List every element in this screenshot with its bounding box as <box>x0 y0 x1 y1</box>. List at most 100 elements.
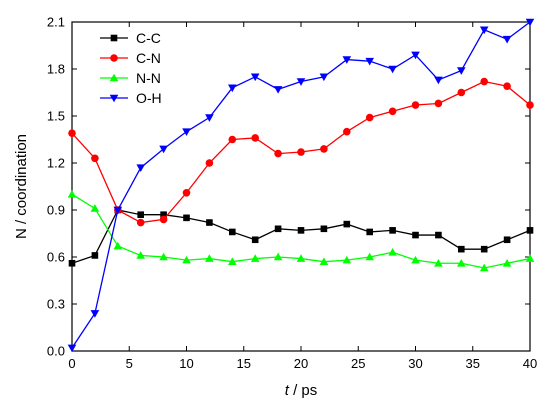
series-group <box>67 18 535 353</box>
data-point <box>250 254 260 262</box>
data-point <box>296 254 306 262</box>
data-point <box>228 135 237 144</box>
x-tick-label: 15 <box>237 356 251 371</box>
data-point <box>296 78 306 86</box>
data-point <box>411 255 420 264</box>
y-tick-label: 0.0 <box>47 344 65 359</box>
series-c-c <box>68 206 534 267</box>
legend-label: O-H <box>136 90 162 106</box>
data-point <box>67 190 77 198</box>
data-point <box>458 245 465 253</box>
data-point <box>342 56 352 64</box>
data-point <box>525 254 535 262</box>
data-point <box>136 251 145 259</box>
data-point <box>159 145 168 154</box>
data-point <box>434 258 443 267</box>
x-tick-label: 25 <box>351 356 365 371</box>
data-point <box>388 65 397 74</box>
x-tick-label: 40 <box>523 356 537 371</box>
data-point <box>228 257 237 265</box>
data-point <box>68 259 76 267</box>
data-point <box>182 188 191 197</box>
data-point <box>91 252 99 259</box>
legend-item: N-N <box>100 70 161 86</box>
series-n-n <box>67 190 535 272</box>
legend-item: C-C <box>100 30 161 46</box>
data-point <box>457 258 466 267</box>
legend-item: O-H <box>100 90 162 106</box>
data-point <box>90 310 100 318</box>
data-point <box>274 225 282 233</box>
data-point <box>160 211 167 218</box>
y-tick-label: 1.5 <box>47 109 65 124</box>
legend-label: N-N <box>136 70 161 86</box>
series-o-h <box>67 18 535 353</box>
data-point <box>457 88 466 97</box>
legend-marker <box>109 73 119 82</box>
data-point <box>205 159 214 167</box>
data-point <box>479 26 489 35</box>
y-tick-label: 1.2 <box>47 156 65 171</box>
data-point <box>526 101 534 109</box>
data-point <box>250 73 260 82</box>
data-point <box>457 67 466 75</box>
data-point <box>228 84 237 93</box>
y-tick-label: 1.8 <box>47 62 65 77</box>
x-axis-title: t / ps <box>285 382 318 399</box>
x-tick-label: 5 <box>126 356 133 371</box>
data-point <box>411 51 420 60</box>
data-point <box>297 148 305 156</box>
legend: C-C C-N N-N O-H <box>100 30 162 106</box>
y-axis-title: N / coordination <box>13 134 30 239</box>
data-point <box>434 99 443 108</box>
y-tick-label: 0.3 <box>47 297 65 312</box>
data-point <box>342 255 352 264</box>
data-point <box>159 215 168 224</box>
data-point <box>91 154 99 163</box>
data-point <box>434 76 443 85</box>
data-point <box>365 57 374 66</box>
data-point <box>502 258 512 267</box>
data-point <box>526 227 534 234</box>
data-point <box>365 252 374 261</box>
data-point <box>136 164 145 172</box>
data-point <box>159 252 168 261</box>
data-point <box>319 257 329 265</box>
data-point <box>343 127 351 136</box>
data-point <box>229 228 236 236</box>
data-point <box>525 18 535 27</box>
legend-marker <box>110 34 118 42</box>
axis-ticks: 0 5 10 15 20 25 30 35 40 0.0 0.3 0.6 0.9 1.2 1.5 1.8 2.1 <box>47 15 537 372</box>
data-point <box>297 227 305 234</box>
data-point <box>137 211 144 218</box>
data-point <box>503 236 511 244</box>
data-point <box>182 255 191 264</box>
data-point <box>319 73 329 82</box>
x-axis-title-unit: / ps <box>289 382 317 399</box>
data-point <box>388 248 397 256</box>
data-point <box>90 204 100 212</box>
data-point <box>205 114 214 122</box>
x-tick-label: 35 <box>466 356 480 371</box>
legend-label: C-C <box>136 30 161 46</box>
data-point <box>67 344 77 353</box>
data-point <box>251 134 259 142</box>
data-point <box>273 86 283 94</box>
legend-label: C-N <box>136 50 161 66</box>
data-point <box>113 241 123 250</box>
x-tick-label: 30 <box>408 356 422 371</box>
x-tick-label: 0 <box>68 356 75 371</box>
data-point <box>411 101 420 109</box>
x-tick-label: 10 <box>179 356 193 371</box>
data-point <box>320 225 328 233</box>
x-axis-title-italic: t <box>285 382 290 399</box>
data-point <box>480 77 489 86</box>
data-point <box>113 206 123 215</box>
data-point <box>183 214 190 222</box>
data-point <box>320 145 328 153</box>
data-point <box>479 263 489 272</box>
y-tick-label: 0.6 <box>47 250 65 265</box>
legend-marker <box>109 94 119 103</box>
y-tick-label: 0.9 <box>47 203 65 218</box>
legend-item: C-N <box>100 50 161 66</box>
